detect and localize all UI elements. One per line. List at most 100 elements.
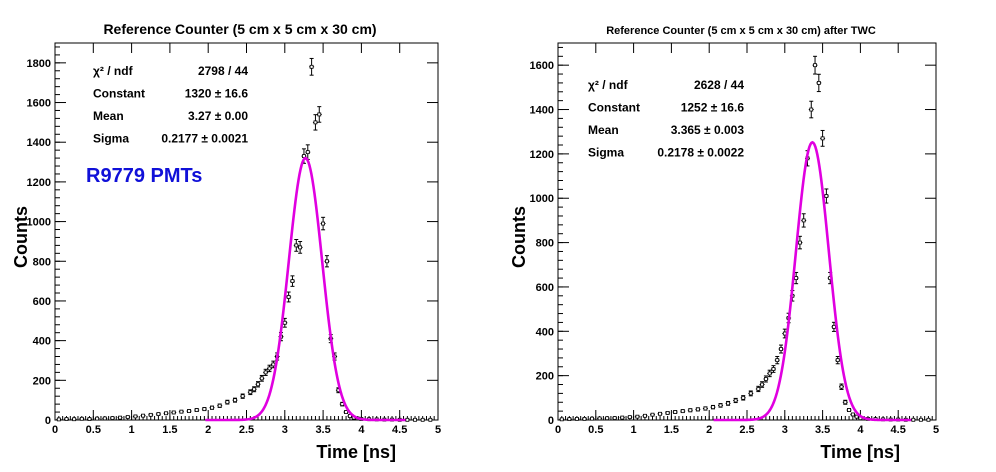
data-point — [650, 412, 655, 417]
x-tick-label: 0 — [52, 424, 58, 436]
data-point — [816, 73, 822, 93]
data-point — [604, 416, 610, 421]
data-point — [725, 400, 731, 406]
data-point — [687, 408, 693, 413]
left-y-axis-label: Counts — [11, 206, 31, 268]
fit-stat-label: Mean — [588, 123, 619, 137]
data-point — [259, 374, 265, 382]
data-point — [767, 369, 773, 378]
y-tick-label: 800 — [536, 238, 554, 250]
data-point — [132, 414, 138, 419]
x-tick-label: 1 — [631, 424, 637, 436]
x-tick-label: 3.5 — [815, 424, 830, 436]
data-point — [266, 364, 272, 373]
data-point — [925, 417, 931, 422]
gaussian-fit-curve — [205, 156, 406, 422]
x-tick-label: 0.5 — [588, 424, 603, 436]
data-point — [140, 413, 146, 418]
y-tick-label: 1600 — [27, 98, 51, 110]
data-point — [612, 416, 618, 420]
left-chart-panel: Reference Counter (5 cm x 5 cm x 30 cm) … — [11, 21, 441, 462]
y-tick-label: 1200 — [530, 149, 554, 161]
data-point — [240, 393, 246, 399]
data-point — [247, 389, 253, 396]
data-point — [297, 241, 303, 254]
fit-stat-label: Constant — [93, 87, 145, 101]
data-point — [79, 416, 85, 421]
data-point — [155, 412, 161, 416]
data-point — [627, 415, 633, 420]
data-point — [846, 408, 852, 413]
data-point — [324, 255, 330, 268]
data-point — [839, 383, 844, 390]
y-tick-label: 1000 — [27, 217, 51, 229]
data-point — [755, 385, 761, 393]
data-point — [232, 397, 238, 403]
data-point — [125, 415, 131, 419]
data-point — [835, 355, 841, 365]
data-point — [695, 407, 701, 412]
x-tick-label: 3.5 — [315, 424, 330, 436]
gaussian-fit-curve — [713, 140, 912, 422]
y-tick-label: 0 — [45, 415, 51, 427]
data-point — [850, 412, 856, 417]
data-point — [710, 404, 716, 410]
right-x-axis-label: Time [ns] — [820, 442, 900, 462]
data-point — [665, 411, 671, 415]
y-tick-label: 600 — [536, 282, 554, 294]
data-point — [289, 275, 295, 287]
data-point — [634, 414, 640, 419]
data-point — [774, 355, 780, 365]
y-tick-label: 1400 — [27, 137, 51, 149]
data-point — [102, 416, 108, 421]
fit-stat-value: 2628 / 44 — [694, 78, 744, 92]
data-point — [759, 381, 765, 388]
data-point — [71, 417, 77, 422]
data-point — [224, 399, 230, 405]
x-tick-label: 2.5 — [739, 424, 754, 436]
data-point — [702, 406, 708, 411]
y-tick-label: 1200 — [27, 177, 51, 189]
fit-stat-value: 1252 ± 16.6 — [681, 101, 745, 115]
data-point — [270, 360, 276, 369]
data-point — [320, 216, 326, 231]
data-point — [209, 405, 215, 410]
data-point — [559, 417, 565, 422]
data-point — [748, 390, 754, 397]
data-point — [148, 412, 154, 417]
x-tick-label: 0.5 — [86, 424, 101, 436]
data-point — [109, 416, 115, 420]
data-point — [163, 411, 169, 416]
x-tick-label: 3 — [782, 424, 788, 436]
x-tick-label: 5 — [933, 424, 939, 436]
data-point — [255, 381, 261, 388]
fit-stat-label: Constant — [588, 101, 640, 115]
data-point — [312, 114, 318, 131]
left-annotation-pmt-label: R9779 PMTs — [86, 165, 202, 187]
data-point — [420, 417, 426, 422]
fit-stat-value: 0.2178 ± 0.0022 — [657, 146, 744, 160]
data-point — [566, 417, 572, 422]
x-tick-label: 5 — [435, 424, 441, 436]
x-tick-label: 4.5 — [392, 424, 407, 436]
x-tick-label: 2 — [706, 424, 712, 436]
y-tick-label: 800 — [33, 256, 51, 268]
data-point — [820, 129, 826, 147]
data-point — [672, 410, 678, 414]
data-point — [733, 397, 739, 404]
data-point — [217, 403, 223, 408]
data-point — [56, 417, 62, 422]
data-point — [808, 100, 814, 119]
data-point — [86, 417, 92, 421]
right-chart-panel: Reference Counter (5 cm x 5 cm x 30 cm) … — [509, 25, 939, 462]
x-tick-label: 4 — [857, 424, 864, 436]
fit-stat-value: 3.365 ± 0.003 — [671, 123, 745, 137]
data-point — [117, 415, 123, 420]
right-y-axis-label: Counts — [509, 206, 529, 268]
x-tick-label: 2 — [205, 424, 211, 436]
left-chart-title: Reference Counter (5 cm x 5 cm x 30 cm) — [103, 21, 376, 37]
data-point — [589, 416, 595, 421]
y-tick-label: 1800 — [27, 58, 51, 70]
data-point — [842, 399, 848, 405]
